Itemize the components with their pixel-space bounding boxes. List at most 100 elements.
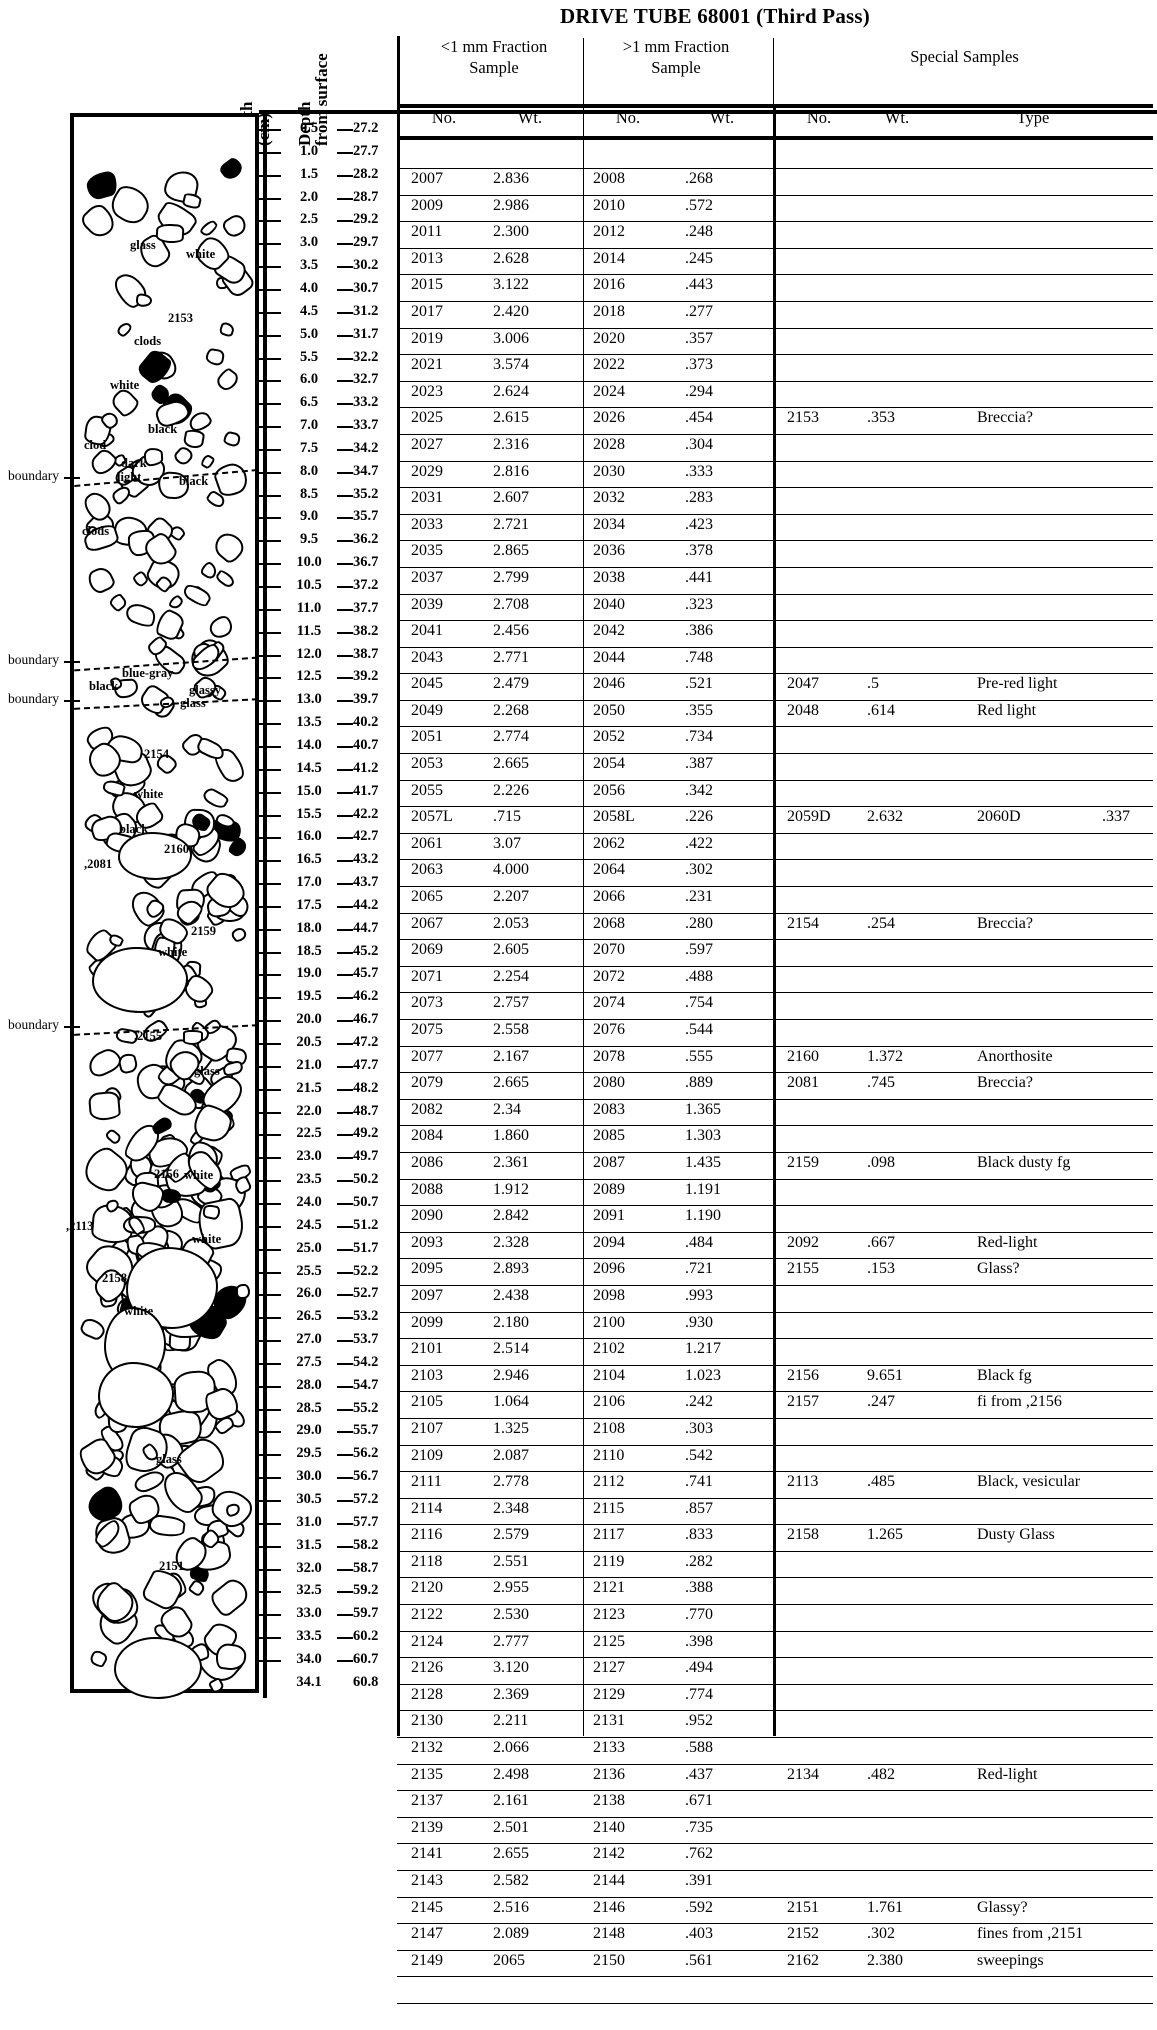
depth-value-from-surface: 28.2 <box>353 165 379 182</box>
depth-value-cm: 4.0 <box>299 279 319 296</box>
depth-value-from-surface: 54.2 <box>353 1353 379 1370</box>
depth-tick-surface <box>337 723 353 726</box>
cell-sample-no-gt1mm: 2036 <box>593 542 625 560</box>
cell-sample-no-gt1mm: 2054 <box>593 755 625 773</box>
cell-weight-lt1mm: 2.605 <box>493 941 529 959</box>
cell-special-wt: .353 <box>867 409 895 427</box>
depth-tick <box>259 905 281 908</box>
depth-tick <box>259 1385 281 1388</box>
table-row[interactable]: 2145 2.516 2146 .592 2151 1.761 Glassy? <box>397 1896 1153 1924</box>
depth-value-cm: 29.5 <box>296 1445 322 1462</box>
table-row[interactable]: 2141 2.655 2142 .762 <box>397 1843 1153 1870</box>
cell-weight-gt1mm: .993 <box>685 1286 713 1304</box>
table-row[interactable]: 2079 2.665 2080 .889 2081 .745 Breccia? <box>397 1072 1153 1099</box>
depth-value-cm: 17.5 <box>296 896 322 913</box>
boundary-label-1: boundary <box>8 468 59 483</box>
cell-special-wt: 2.380 <box>867 1951 903 1969</box>
table-row[interactable]: 2031 2.607 2032 .283 <box>397 487 1153 514</box>
cell-weight-lt1mm: 1.860 <box>493 1127 529 1145</box>
cell-sample-no-lt1mm: 2029 <box>411 462 443 480</box>
table-row[interactable]: 2143 2.582 2144 .391 <box>397 1870 1153 1897</box>
rock-clast <box>218 320 236 338</box>
cell-weight-lt1mm: 2.361 <box>493 1153 529 1171</box>
table-row[interactable]: 2103 2.946 2104 1.023 2156 9.651 Black fg <box>397 1364 1153 1392</box>
boundary-label-2: boundary <box>8 652 59 667</box>
table-row[interactable]: 2021 3.574 2022 .373 <box>397 354 1153 381</box>
depth-value-from-surface: 49.7 <box>353 1148 379 1165</box>
depth-tick-surface <box>337 494 353 497</box>
depth-tick <box>259 1043 281 1045</box>
depth-tick-surface <box>337 1522 353 1525</box>
table-row[interactable]: 2111 2.778 2112 .741 2113 .485 Black, vesicula… <box>397 1471 1153 1498</box>
depth-value-cm: 7.0 <box>299 417 319 434</box>
depth-tick-surface <box>337 860 353 863</box>
cell-sample-no-lt1mm: 2093 <box>411 1233 443 1251</box>
depth-tick <box>259 768 281 771</box>
group-divider-1 <box>583 38 584 104</box>
table-row[interactable]: 2135 2.498 2136 .437 2134 .482 Red-light <box>397 1763 1153 1791</box>
table-row[interactable] <box>397 2002 1153 2030</box>
cell-sample-no-gt1mm: 2020 <box>593 329 625 347</box>
depth-value-from-surface: 51.7 <box>353 1239 379 1256</box>
cell-special-no: 2162 <box>787 1951 819 1969</box>
cell-special-type: Glass? <box>977 1260 1020 1278</box>
core-label-2113: ,2113 <box>66 1219 94 1233</box>
cell-weight-lt1mm: 2.498 <box>493 1765 529 1783</box>
table-row[interactable]: 2139 2.501 2140 .735 <box>397 1816 1153 1844</box>
rock-clast <box>85 564 118 597</box>
cell-sample-no-gt1mm: 2131 <box>593 1712 625 1730</box>
depth-value-cm: 12.5 <box>296 668 322 685</box>
table-row[interactable]: 2147 2.089 2148 .403 2152 .302 fines from ,215… <box>397 1923 1153 1950</box>
depth-tick <box>259 1294 281 1297</box>
cell-sample-no-lt1mm: 2019 <box>411 329 443 347</box>
cell-weight-gt1mm: 1.191 <box>685 1180 721 1198</box>
cell-sample-no-gt1mm: 2110 <box>593 1446 625 1464</box>
table-row[interactable]: 2149 2065 2150 .561 2162 2.380 sweepings <box>397 1949 1153 1977</box>
table-row[interactable]: 2137 2.161 2138 .671 <box>397 1790 1153 1817</box>
cell-weight-gt1mm: .488 <box>685 967 713 985</box>
cell-sample-no-lt1mm: 2101 <box>411 1340 443 1358</box>
cell-weight-gt1mm: .422 <box>685 834 713 852</box>
table-row[interactable] <box>397 1976 1153 2003</box>
depth-tick <box>259 1454 281 1457</box>
table-row[interactable]: 2077 2.167 2078 .555 2160 1.372 Anorthosite <box>397 1045 1153 1073</box>
cell-sample-no-lt1mm: 2055 <box>411 781 443 799</box>
cell-sample-no-gt1mm: 2133 <box>593 1739 625 1757</box>
depth-value-from-surface: 31.7 <box>353 325 379 342</box>
cell-weight-gt1mm: .754 <box>685 994 713 1012</box>
boundary-label-3: boundary <box>8 691 59 706</box>
cell-sample-no-lt1mm: 2097 <box>411 1286 443 1304</box>
cell-sample-no-lt1mm: 2051 <box>411 728 443 746</box>
depth-tick <box>259 883 281 886</box>
depth-value-cm: 23.5 <box>296 1171 322 1188</box>
depth-tick <box>259 928 281 931</box>
depth-tick <box>259 311 281 314</box>
depth-value-from-surface: 40.2 <box>353 714 379 731</box>
table-row[interactable]: 2086 2.361 2087 1.435 2159 .098 Black dusty fg <box>397 1151 1153 1179</box>
table-row[interactable]: 2132 2.066 2133 .588 <box>397 1737 1153 1764</box>
cell-sample-no-lt1mm: 2118 <box>411 1552 443 1570</box>
cell-sample-no-gt1mm: 2140 <box>593 1818 625 1836</box>
cell-weight-gt1mm: .373 <box>685 356 713 374</box>
rock-clast <box>115 320 134 339</box>
cell-sample-no-lt1mm: 2143 <box>411 1872 443 1889</box>
cell-weight-gt1mm: .597 <box>685 941 713 959</box>
cell-weight-lt1mm: 2.842 <box>493 1207 529 1225</box>
depth-value-from-surface: 41.2 <box>353 759 379 776</box>
cell-sample-no-lt1mm: 2065 <box>411 888 443 906</box>
depth-value-cm: 24.0 <box>296 1193 322 1210</box>
boundary-tick-3 <box>64 700 80 702</box>
table-row[interactable]: 2007 2.836 2008 .268 <box>397 168 1153 195</box>
depth-tick-surface <box>337 403 353 406</box>
depth-tick-surface <box>337 608 353 611</box>
table-row[interactable]: 2025 2.615 2026 .454 2153 .353 Breccia? <box>397 407 1153 434</box>
cell-special-no: 2156 <box>787 1366 819 1384</box>
depth-value-cm: 4.5 <box>299 302 319 319</box>
cell-sample-no-lt1mm: 2007 <box>411 170 443 187</box>
depth-tick <box>259 586 281 588</box>
depth-tick-surface <box>337 197 353 200</box>
depth-tick-surface <box>337 1614 353 1617</box>
depth-tick-surface <box>337 311 353 314</box>
rock-clast <box>107 591 129 613</box>
cell-sample-no-gt1mm: 2042 <box>593 622 625 640</box>
